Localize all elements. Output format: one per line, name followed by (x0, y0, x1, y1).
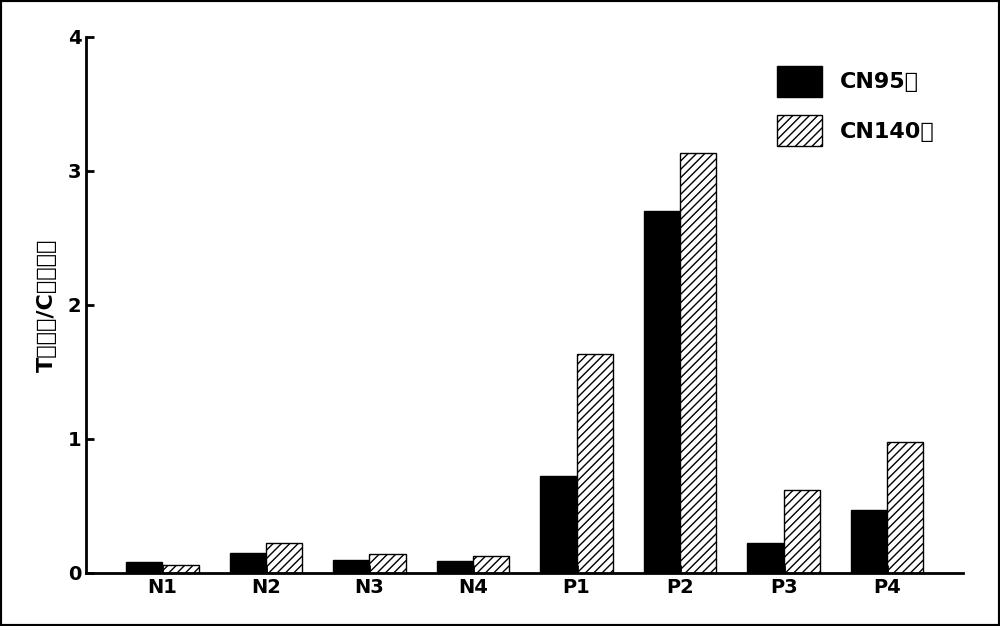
Legend: CN95膜, CN140膜: CN95膜, CN140膜 (760, 48, 952, 164)
Bar (333, 560, 369, 573)
Bar (680, 153, 716, 573)
Bar (473, 555, 509, 573)
Bar (784, 490, 820, 573)
Bar (230, 553, 266, 573)
Bar (437, 561, 473, 573)
Bar (644, 211, 680, 573)
Bar (540, 476, 577, 573)
Bar (747, 543, 784, 573)
Bar (126, 562, 162, 573)
Bar (162, 565, 199, 573)
Bar (851, 510, 887, 573)
Bar (369, 554, 406, 573)
Bar (577, 354, 613, 573)
Y-axis label: T峰面积/C峰面积比: T峰面积/C峰面积比 (37, 238, 57, 371)
Bar (887, 441, 923, 573)
Bar (266, 543, 302, 573)
